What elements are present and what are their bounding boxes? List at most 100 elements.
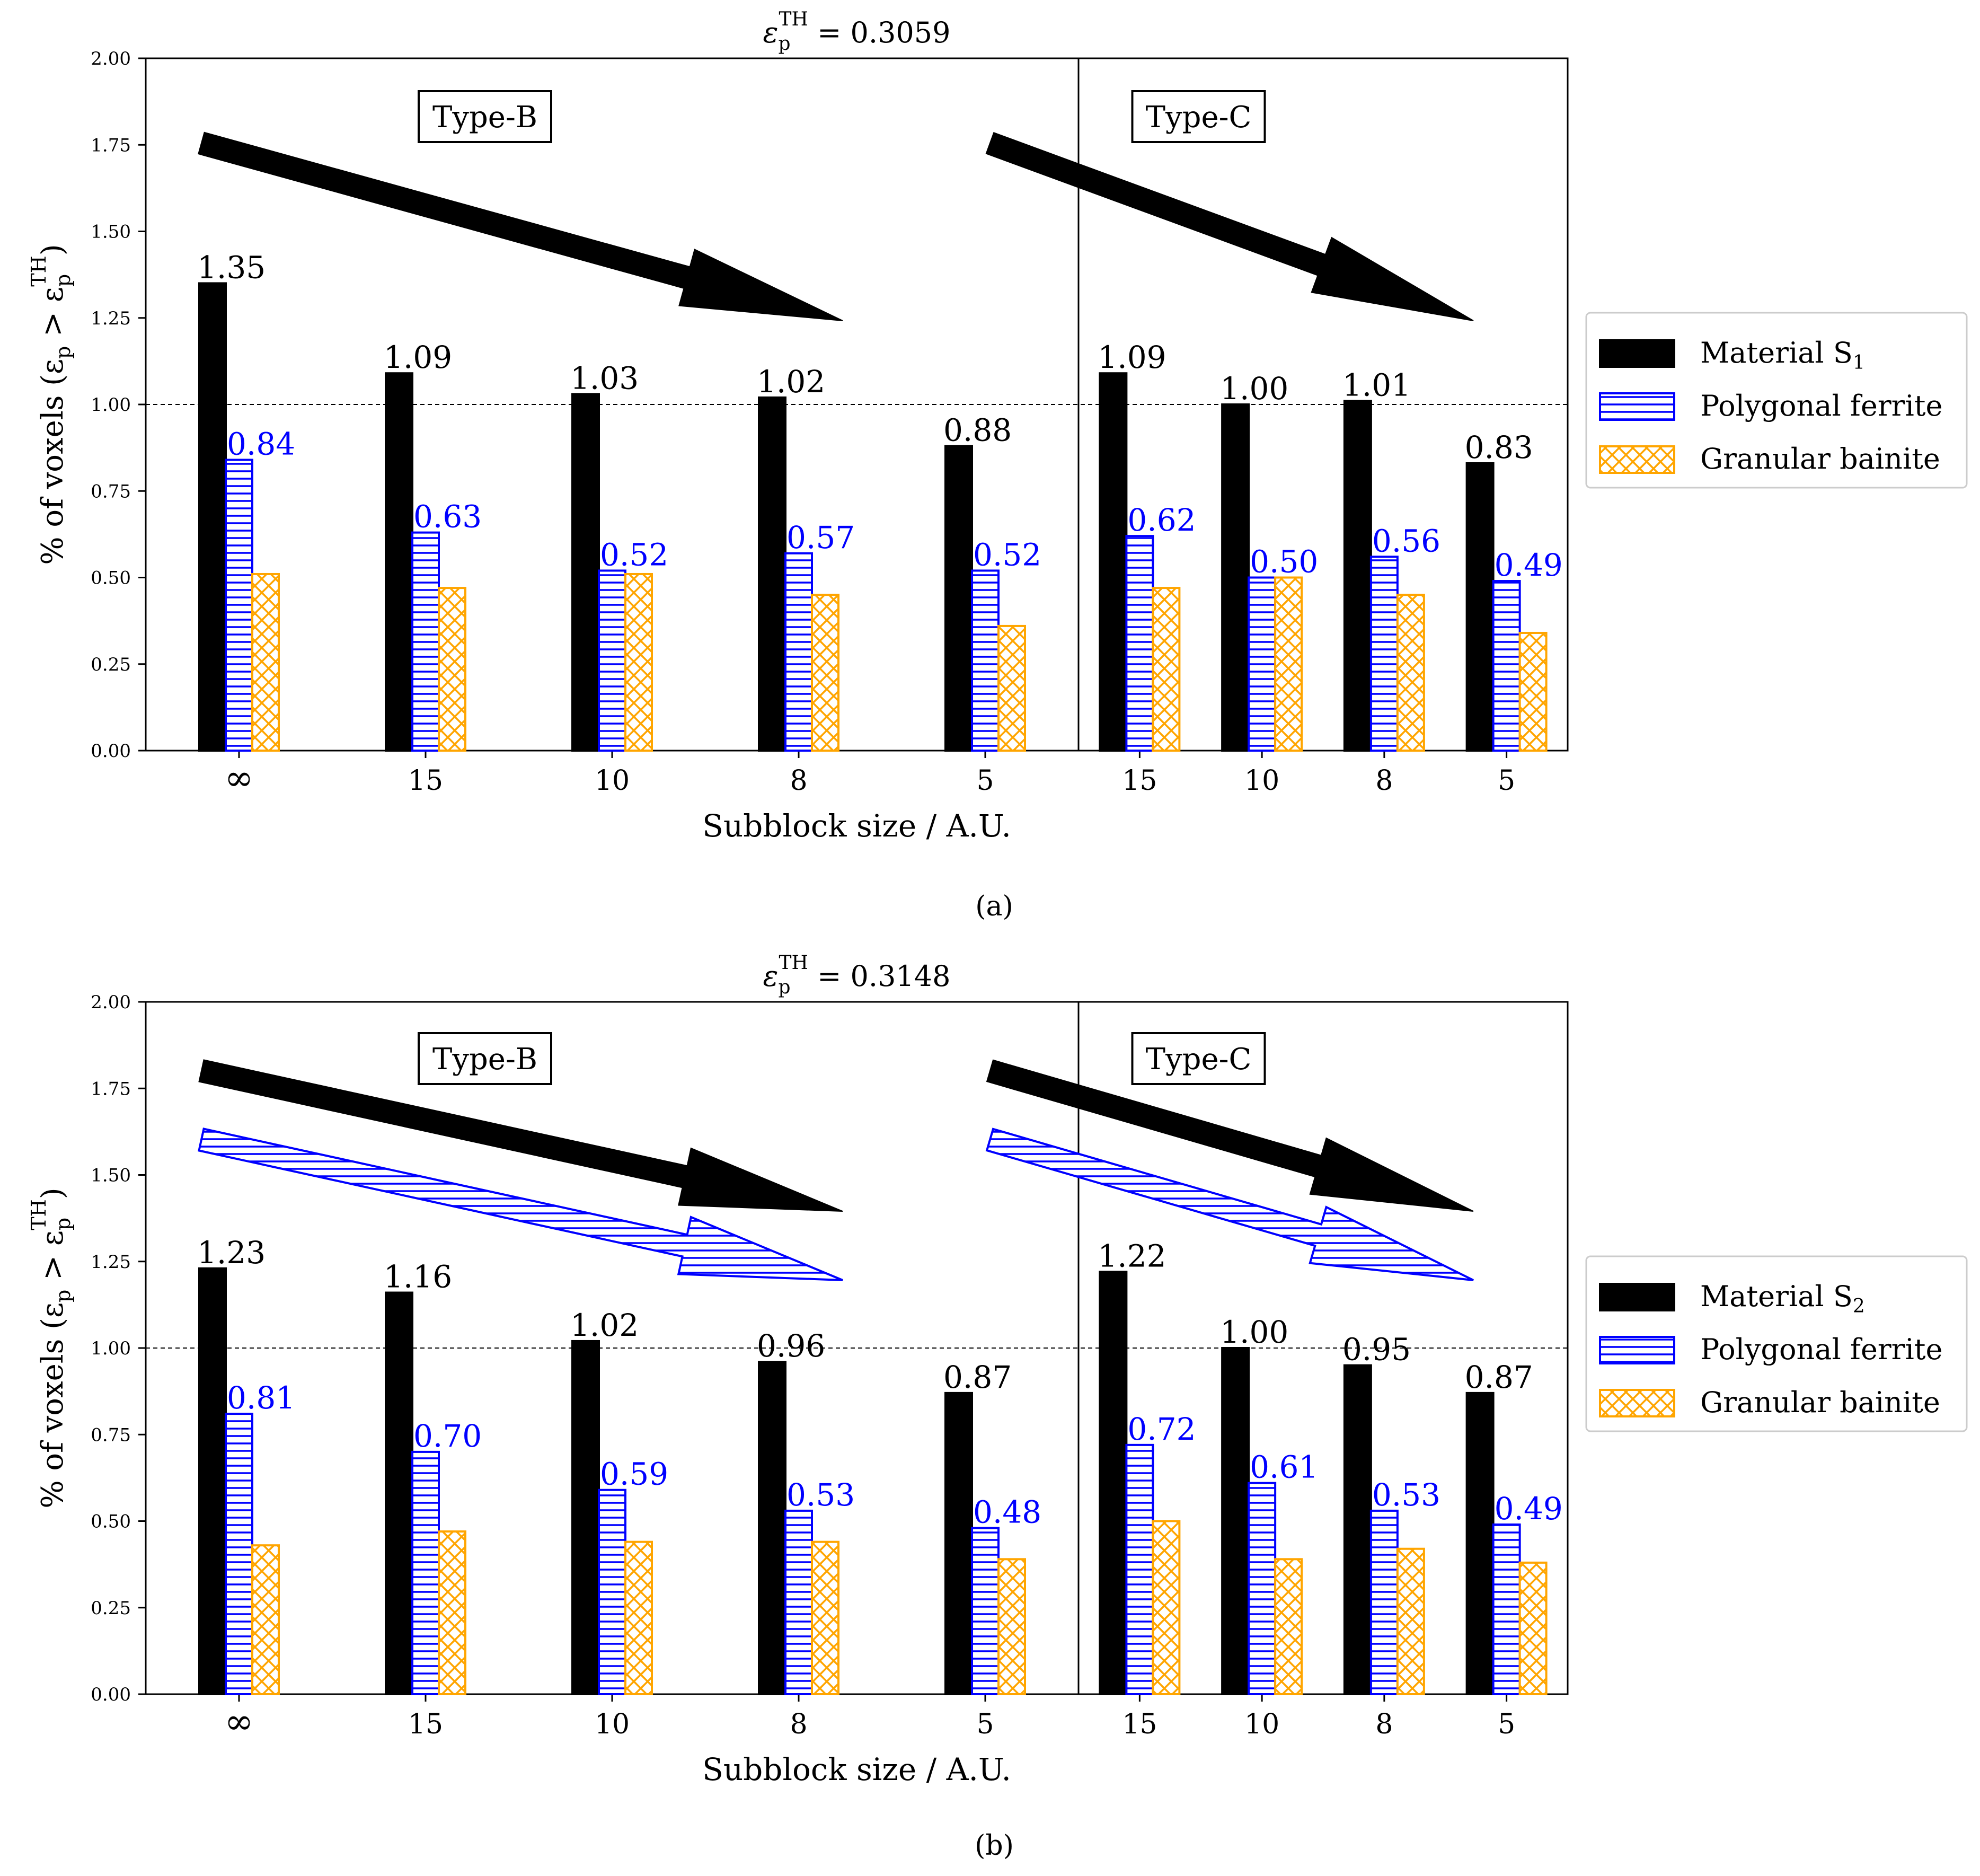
y-tick-label: 0.00 <box>91 1684 131 1705</box>
bar-polygonal-ferrite <box>1248 576 1277 752</box>
x-tick-label: 8 <box>1375 1708 1393 1740</box>
data-label: 1.16 <box>384 1259 452 1295</box>
data-label: 1.22 <box>1098 1238 1166 1274</box>
trend-arrow-blue-3 <box>985 1128 1474 1281</box>
bar-material <box>1221 1347 1250 1695</box>
bar-polygonal-ferrite <box>1369 556 1399 752</box>
bar-material <box>1221 403 1250 752</box>
data-label: 1.23 <box>197 1235 266 1271</box>
bar-material <box>944 1391 973 1695</box>
y-tick-label: 1.50 <box>91 1165 131 1186</box>
bar-material <box>571 1340 600 1695</box>
bar-polygonal-ferrite <box>411 531 440 752</box>
bar-polygonal-ferrite <box>411 1450 440 1695</box>
data-label: 0.72 <box>1127 1411 1196 1447</box>
group-label-text: Type-B <box>432 100 537 135</box>
legend-swatch <box>1599 1336 1675 1364</box>
x-tick-label: 8 <box>790 765 807 797</box>
bar-polygonal-ferrite <box>784 552 813 752</box>
legend-swatch <box>1599 445 1675 474</box>
data-label: 0.49 <box>1495 1491 1563 1527</box>
bar-granular-bainite <box>1396 1547 1425 1695</box>
panel-label-a: (a) <box>975 891 1013 922</box>
legend-swatch <box>1599 339 1675 368</box>
y-tick-label: 2.00 <box>91 48 131 69</box>
data-label: 0.52 <box>973 536 1041 573</box>
bar-polygonal-ferrite <box>971 1527 1000 1696</box>
x-tick-label: 10 <box>1244 1708 1279 1740</box>
x-tick-label: ∞ <box>225 758 254 798</box>
bar-material <box>385 1291 413 1695</box>
data-label: 0.59 <box>600 1456 668 1492</box>
legend-swatch <box>1599 1389 1675 1417</box>
data-label: 0.50 <box>1250 544 1318 580</box>
bar-material <box>198 282 227 752</box>
legend-entry: Polygonal ferrite <box>1700 389 1942 422</box>
bar-granular-bainite <box>1518 631 1548 752</box>
legend: Material S2 Polygonal ferrite Granular bai… <box>1585 1255 1968 1432</box>
trend-arrow-black-2 <box>986 1059 1474 1212</box>
legend-frame <box>1585 312 1968 489</box>
bar-granular-bainite <box>251 1544 280 1695</box>
x-axis-label: Subblock size / A.U. <box>702 1751 1011 1787</box>
data-label: 0.57 <box>786 519 855 556</box>
trend-arrow-black-0 <box>198 1059 843 1212</box>
data-label: 0.84 <box>227 426 295 462</box>
bar-material <box>944 445 973 752</box>
bar-material <box>1465 462 1495 752</box>
group-label-box <box>418 1032 552 1085</box>
group-label-box <box>418 90 552 143</box>
data-label: 0.52 <box>600 536 668 573</box>
bar-polygonal-ferrite <box>1492 1523 1521 1696</box>
x-tick-label: 5 <box>976 765 994 797</box>
x-tick-label: 8 <box>1375 765 1393 797</box>
x-tick-label: 15 <box>408 1708 443 1740</box>
data-label: 0.96 <box>757 1328 825 1364</box>
bar-granular-bainite <box>251 573 280 752</box>
x-axis-label: Subblock size / A.U. <box>702 808 1011 844</box>
data-label: 1.02 <box>570 1307 639 1343</box>
bar-granular-bainite <box>1518 1561 1548 1696</box>
bar-granular-bainite <box>997 624 1026 752</box>
legend-frame <box>1585 1255 1968 1432</box>
data-label: 0.53 <box>1372 1477 1440 1513</box>
legend-entry: Polygonal ferrite <box>1700 1333 1942 1366</box>
x-tick-label: 10 <box>595 765 630 797</box>
y-tick-label: 0.75 <box>91 481 131 502</box>
y-tick-label: 0.00 <box>91 741 131 762</box>
bar-polygonal-ferrite <box>1125 1443 1154 1696</box>
x-tick-label: ∞ <box>225 1701 254 1742</box>
bar-polygonal-ferrite <box>1125 535 1154 752</box>
bar-material <box>1343 1364 1372 1695</box>
data-label: 0.63 <box>413 499 482 535</box>
data-label: 1.35 <box>197 249 266 285</box>
bar-polygonal-ferrite <box>598 569 626 752</box>
data-label: 0.83 <box>1465 429 1533 465</box>
legend-entry: Granular bainite <box>1700 1386 1940 1419</box>
bar-granular-bainite <box>438 1530 466 1696</box>
group-label-type-b: Type-B <box>418 1032 552 1085</box>
data-label: 0.48 <box>973 1494 1041 1530</box>
bar-polygonal-ferrite <box>971 569 1000 752</box>
bar-granular-bainite <box>624 573 653 752</box>
bar-material <box>1099 372 1128 752</box>
data-label: 0.95 <box>1342 1332 1411 1368</box>
group-label-box <box>1131 1032 1266 1085</box>
group-label-type-b: Type-B <box>418 90 552 143</box>
bar-material <box>1343 400 1372 752</box>
bar-granular-bainite <box>811 1540 839 1695</box>
legend-entry: Material S2 <box>1700 1280 1865 1317</box>
bar-polygonal-ferrite <box>784 1509 813 1695</box>
bar-material <box>1099 1271 1128 1696</box>
data-label: 0.88 <box>943 412 1012 448</box>
chart-panel-b: 0.00 0.25 0.50 0.75 1.00 1.25 1.50 1.75 2.00 ∞ 15 1… <box>27 952 1968 1787</box>
bar-material <box>1465 1391 1495 1695</box>
x-tick-label: 15 <box>408 765 443 797</box>
y-tick-label: 1.00 <box>91 1338 131 1359</box>
data-label: 1.03 <box>570 360 639 396</box>
y-tick-label: 1.75 <box>91 135 131 156</box>
data-label: 1.01 <box>1342 367 1411 403</box>
data-label: 0.53 <box>786 1477 855 1513</box>
x-tick-label: 10 <box>1244 765 1279 797</box>
